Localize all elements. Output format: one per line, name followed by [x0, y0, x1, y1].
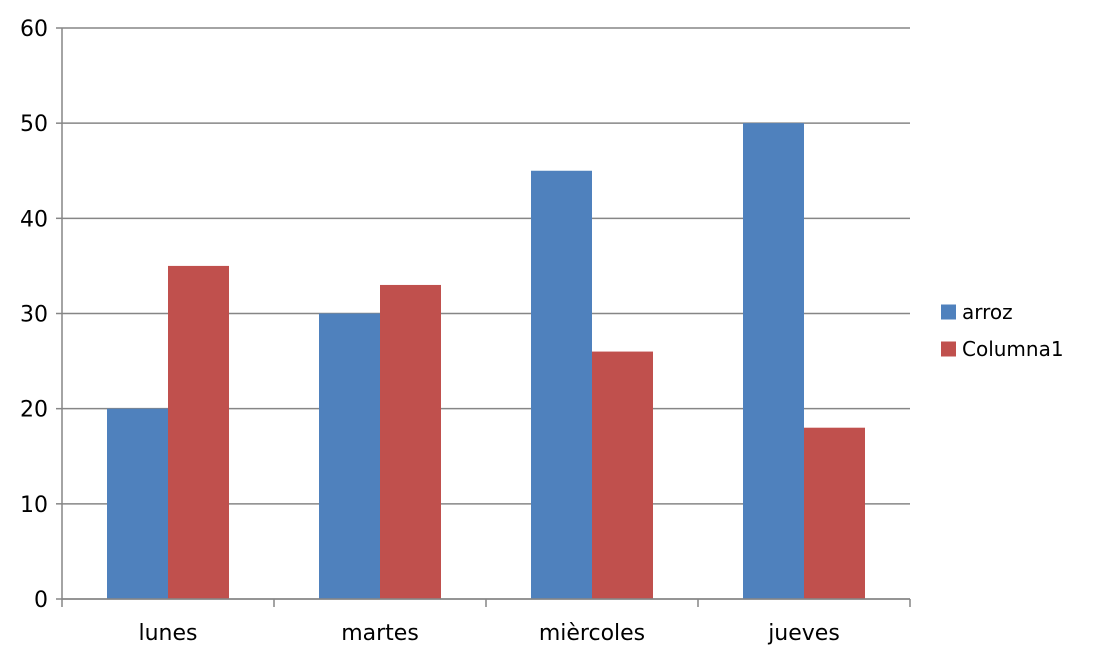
x-tick-label: mièrcoles [539, 621, 645, 645]
legend-label: Columna1 [962, 337, 1064, 361]
bar-arroz-mièrcoles [531, 170, 592, 599]
y-tick-label: 0 [34, 588, 48, 613]
bar-Columna1-mièrcoles [592, 351, 653, 599]
bars [107, 123, 865, 600]
legend: arroz Columna1 [941, 300, 1064, 361]
y-tick-label: 20 [20, 398, 48, 423]
bar-arroz-jueves [743, 123, 804, 600]
x-tick-label: lunes [139, 621, 198, 645]
bar-arroz-lunes [107, 408, 168, 599]
legend-swatch-Columna1 [941, 341, 956, 357]
y-tick-label: 50 [20, 112, 48, 137]
x-tick-label: martes [341, 621, 419, 645]
bar-arroz-martes [319, 313, 380, 599]
bar-Columna1-lunes [168, 265, 229, 599]
y-tick-label: 60 [20, 17, 48, 42]
y-tick-label: 30 [20, 303, 48, 328]
x-tick-labels: lunes martes mièrcoles jueves [139, 621, 840, 646]
y-tick-label: 10 [20, 493, 48, 518]
legend-swatch-arroz [941, 304, 956, 320]
x-tick-label: jueves [767, 621, 840, 645]
legend-label: arroz [962, 300, 1013, 324]
y-tick-labels: 0 10 20 30 40 50 60 [20, 17, 48, 613]
axes [56, 27, 911, 607]
y-tick-label: 40 [20, 207, 48, 232]
bar-Columna1-martes [380, 284, 441, 599]
bar-Columna1-jueves [804, 427, 865, 599]
